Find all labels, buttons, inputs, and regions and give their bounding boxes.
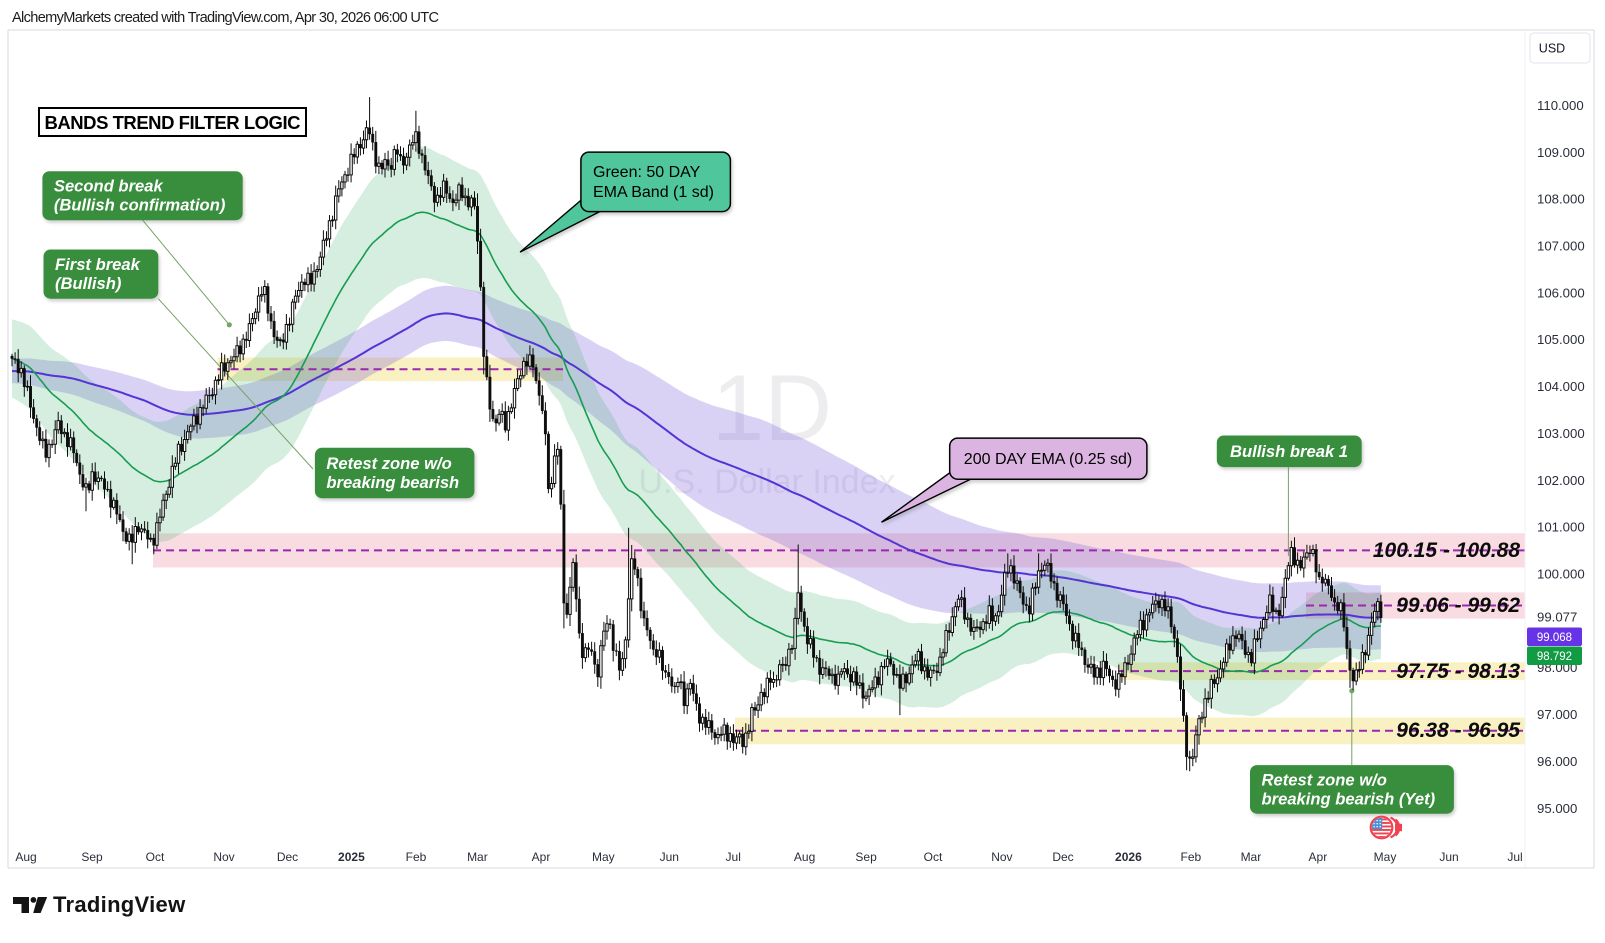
svg-text:102.000: 102.000 [1537, 473, 1585, 488]
svg-text:First break: First break [55, 255, 141, 274]
svg-text:Mar: Mar [1241, 850, 1262, 864]
svg-text:Aug: Aug [794, 850, 815, 864]
svg-text:105.000: 105.000 [1537, 332, 1585, 347]
svg-text:2025: 2025 [338, 850, 365, 864]
svg-text:100.000: 100.000 [1537, 567, 1585, 582]
svg-text:98.792: 98.792 [1537, 651, 1572, 663]
svg-text:108.000: 108.000 [1537, 192, 1585, 207]
svg-text:200 DAY EMA (0.25 sd): 200 DAY EMA (0.25 sd) [964, 451, 1132, 468]
svg-text:Jun: Jun [1439, 850, 1458, 864]
svg-text:BANDS TREND FILTER LOGIC: BANDS TREND FILTER LOGIC [45, 112, 301, 133]
svg-text:110.000: 110.000 [1537, 98, 1584, 113]
svg-text:Second break: Second break [54, 177, 164, 196]
svg-text:Sep: Sep [855, 850, 877, 864]
svg-text:May: May [592, 850, 615, 864]
svg-text:97.75 - 98.13: 97.75 - 98.13 [1396, 660, 1520, 683]
svg-text:Nov: Nov [991, 850, 1012, 864]
svg-text:103.000: 103.000 [1537, 426, 1585, 441]
svg-text:Oct: Oct [924, 850, 943, 864]
svg-text:Jul: Jul [1507, 850, 1522, 864]
svg-text:2026: 2026 [1115, 850, 1142, 864]
svg-text:EMA Band (1 sd): EMA Band (1 sd) [593, 184, 714, 201]
svg-text:99.06 - 99.62: 99.06 - 99.62 [1396, 594, 1520, 617]
svg-text:Feb: Feb [406, 850, 427, 864]
svg-text:Retest zone w/o: Retest zone w/o [326, 454, 451, 473]
svg-text:107.000: 107.000 [1537, 239, 1585, 254]
svg-text:Sep: Sep [81, 850, 103, 864]
svg-text:Oct: Oct [146, 850, 165, 864]
svg-text:96.000: 96.000 [1537, 754, 1577, 769]
svg-text:USD: USD [1539, 42, 1565, 56]
svg-text:(Bullish confirmation): (Bullish confirmation) [54, 196, 226, 215]
svg-text:100.15 - 100.88: 100.15 - 100.88 [1373, 539, 1520, 562]
svg-text:Dec: Dec [1052, 850, 1073, 864]
svg-text:Nov: Nov [213, 850, 234, 864]
svg-text:101.000: 101.000 [1537, 520, 1585, 535]
svg-text:Bullish break 1: Bullish break 1 [1230, 442, 1348, 461]
svg-text:Green: 50 DAY: Green: 50 DAY [593, 164, 701, 181]
svg-text:1D: 1D [712, 355, 832, 460]
svg-text:Apr: Apr [532, 850, 551, 864]
svg-text:Apr: Apr [1309, 850, 1328, 864]
svg-text:Dec: Dec [277, 850, 298, 864]
svg-text:106.000: 106.000 [1537, 285, 1585, 300]
svg-text:breaking bearish (Yet): breaking bearish (Yet) [1262, 789, 1436, 808]
svg-text:Mar: Mar [467, 850, 488, 864]
svg-text:Jun: Jun [660, 850, 679, 864]
svg-text:breaking bearish: breaking bearish [326, 473, 459, 492]
svg-text:96.38 - 96.95: 96.38 - 96.95 [1396, 719, 1520, 742]
svg-text:109.000: 109.000 [1537, 145, 1585, 160]
svg-text:97.000: 97.000 [1537, 707, 1577, 722]
svg-text:Jul: Jul [726, 850, 741, 864]
svg-text:Aug: Aug [15, 850, 36, 864]
svg-text:Retest zone w/o: Retest zone w/o [1262, 770, 1387, 789]
svg-text:AlchemyMarkets created with Tr: AlchemyMarkets created with TradingView.… [12, 10, 439, 26]
svg-text:TradingView: TradingView [53, 892, 186, 917]
svg-text:Feb: Feb [1181, 850, 1202, 864]
svg-text:104.000: 104.000 [1537, 379, 1585, 394]
svg-text:99.077: 99.077 [1537, 610, 1577, 625]
svg-text:99.068: 99.068 [1537, 632, 1572, 644]
svg-text:U.S. Dollar Index: U.S. Dollar Index [639, 463, 896, 501]
svg-text:95.000: 95.000 [1537, 801, 1577, 816]
svg-text:May: May [1374, 850, 1397, 864]
svg-text:(Bullish): (Bullish) [55, 274, 122, 293]
